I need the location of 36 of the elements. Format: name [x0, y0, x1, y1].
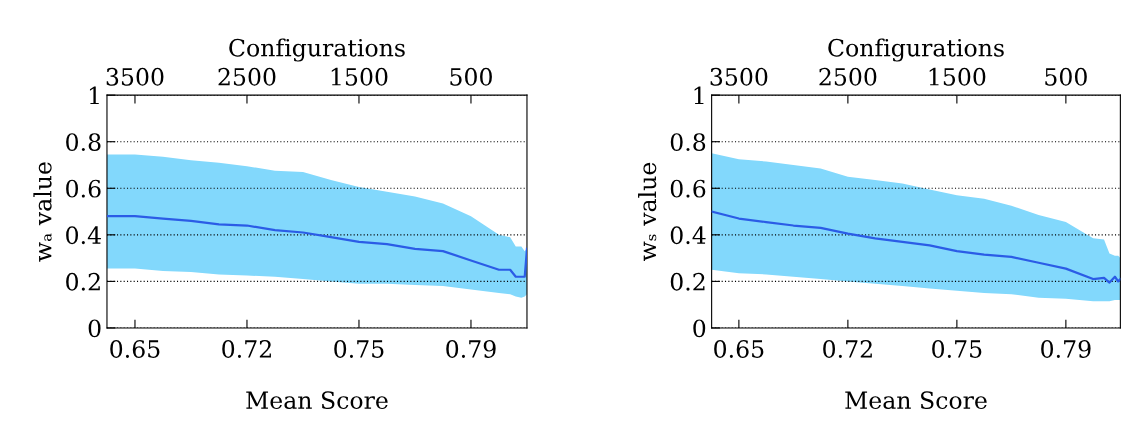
- annotation: 0.79: [1041, 340, 1091, 358]
- x-axis-title: Configurations: [229, 38, 405, 62]
- line-series: [106, 215, 527, 278]
- annotation: 0.72: [823, 340, 872, 358]
- x-tick-label: 3500: [106, 67, 164, 86]
- y-tick-label: 0.6: [670, 179, 706, 198]
- x-axis-title: Configurations: [828, 38, 1004, 62]
- y-tick-label: 0.2: [670, 272, 705, 291]
- y-axis-title: wₐ value: [33, 162, 52, 262]
- x-tick-label: 3500: [710, 67, 768, 86]
- line-series: [711, 210, 1121, 284]
- y-tick-label: 1: [89, 86, 99, 105]
- x-tick-label: 2500: [218, 67, 276, 86]
- annotation: 0.79: [446, 340, 496, 358]
- y-tick-label: 0.2: [66, 272, 100, 291]
- annotation: 0.72: [222, 340, 271, 358]
- x-tick-label: 500: [1045, 67, 1087, 86]
- annotation: 0.65: [110, 340, 160, 358]
- y-tick-label: 0: [88, 319, 101, 338]
- x-tick-label: 1500: [929, 67, 986, 86]
- y-tick-label: 0.8: [66, 133, 101, 152]
- text: Mean Score: [845, 391, 987, 410]
- annotation: 0.65: [714, 340, 764, 358]
- text: Mean Score: [246, 391, 388, 410]
- y-tick-label: 0.4: [66, 226, 101, 245]
- x-tick-label: 500: [450, 67, 492, 86]
- annotation: 0.75: [932, 340, 982, 358]
- y-tick-label: 0.8: [670, 133, 706, 152]
- y-tick-label: 0.4: [670, 226, 706, 245]
- x-tick-label: 1500: [331, 67, 388, 86]
- y-tick-label: 1: [694, 86, 704, 105]
- annotation: 0.75: [334, 340, 384, 358]
- y-axis-title: wₛ value: [638, 162, 657, 262]
- x-tick-label: 2500: [819, 67, 877, 86]
- y-tick-label: 0.6: [66, 179, 101, 198]
- y-tick-label: 0: [693, 319, 706, 338]
